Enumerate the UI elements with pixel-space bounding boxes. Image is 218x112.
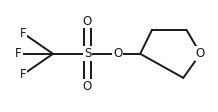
Text: F: F bbox=[20, 27, 26, 40]
Text: O: O bbox=[83, 15, 92, 28]
Text: F: F bbox=[20, 68, 26, 81]
Text: O: O bbox=[83, 80, 92, 93]
Text: O: O bbox=[196, 47, 205, 60]
Text: S: S bbox=[84, 47, 91, 60]
Text: F: F bbox=[15, 47, 22, 60]
Text: O: O bbox=[113, 47, 122, 60]
